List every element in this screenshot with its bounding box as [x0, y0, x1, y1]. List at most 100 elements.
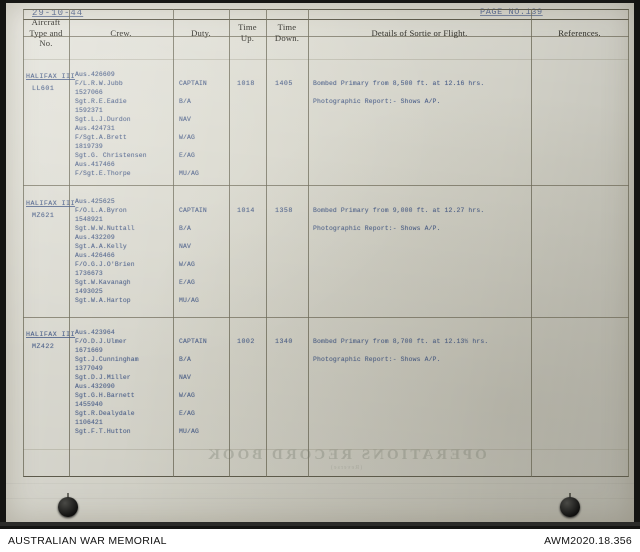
column-header-details: Details of Sortie or Flight. [308, 20, 531, 46]
crew-name: Sgt.A.A.Kelly [75, 243, 127, 250]
sortie-detail-line: Bombed Primary from 8,700 ft. at 12.13½ … [313, 338, 489, 345]
column-header-time-down: Time Down. [266, 20, 308, 46]
crew-duty: CAPTAIN [179, 207, 207, 214]
crew-service-no: 1671669 [75, 347, 103, 354]
grid-col-rule [173, 9, 174, 477]
crew-duty: NAV [179, 374, 191, 381]
crew-name: Sgt.J.Cunningham [75, 356, 139, 363]
crew-name: F/O.G.J.O'Brien [75, 261, 135, 268]
aircraft-type: HALIFAX III [26, 73, 76, 80]
time-down: 1358 [275, 207, 293, 214]
column-header-label: Time Up. [238, 22, 257, 43]
page-edge-right [634, 0, 640, 522]
crew-service-no: Aus.424731 [75, 125, 115, 132]
column-header-crew: Crew. [69, 20, 173, 46]
crew-service-no: 1377049 [75, 365, 103, 372]
crew-name: F/O.L.A.Byron [75, 207, 127, 214]
crew-name: Sgt.R.E.Eadie [75, 98, 127, 105]
crew-service-no: 1106421 [75, 419, 103, 426]
grid-block-rule-1 [23, 185, 629, 186]
grid-col-rule [628, 9, 629, 477]
column-header-label: References. [558, 27, 601, 38]
column-header-label: Duty. [191, 27, 211, 38]
page-edge-top [0, 0, 640, 3]
crew-service-no: Aus.425625 [75, 198, 115, 205]
archive-accession-number: AWM2020.18.356 [544, 534, 632, 547]
crew-duty: E/AG [179, 410, 195, 417]
aircraft-number: MZ621 [32, 212, 55, 219]
grid-col-rule [266, 9, 267, 477]
column-header-time-up: Time Up. [229, 20, 266, 46]
column-header-label: Crew. [110, 27, 132, 38]
crew-name: Sgt.W.W.Nuttall [75, 225, 135, 232]
crew-duty: B/A [179, 225, 191, 232]
column-header-label: Details of Sortie or Flight. [371, 27, 468, 38]
date-stamp: 29-10-44 [32, 8, 84, 18]
grid-col-rule [23, 9, 24, 477]
grid-col-rule [229, 9, 230, 477]
crew-duty: CAPTAIN [179, 338, 207, 345]
crew-name: F/O.D.J.Ulmer [75, 338, 127, 345]
crew-service-no: Aus.432090 [75, 383, 115, 390]
sortie-detail-line: Photographic Report:- Shows A/P. [313, 225, 441, 232]
crew-duty: NAV [179, 116, 191, 123]
crew-duty: E/AG [179, 152, 195, 159]
crew-service-no: Aus.432209 [75, 234, 115, 241]
crew-name: Sgt.G. Christensen [75, 152, 147, 159]
crew-name: Sgt.R.Dealydale [75, 410, 135, 417]
aircraft-number: LL601 [32, 85, 55, 92]
crew-name: Sgt.W.A.Hartop [75, 297, 131, 304]
grid-col-rule [69, 9, 70, 477]
time-up: 1014 [237, 207, 255, 214]
sortie-detail-line: Photographic Report:- Shows A/P. [313, 98, 441, 105]
crew-duty: CAPTAIN [179, 80, 207, 87]
grid-col-rule [308, 9, 309, 477]
time-down: 1405 [275, 80, 293, 87]
crew-service-no: 1736673 [75, 270, 103, 277]
crew-duty: B/A [179, 356, 191, 363]
aircraft-type: HALIFAX III [26, 331, 76, 338]
crew-duty: W/AG [179, 134, 195, 141]
crew-duty: MU/AG [179, 297, 199, 304]
grid-header-rule [23, 36, 629, 37]
header-rule [23, 19, 629, 20]
grid-block-rule-2 [23, 317, 629, 318]
archive-footer: AUSTRALIAN WAR MEMORIAL AWM2020.18.356 [0, 526, 640, 552]
sortie-detail-line: Bombed Primary from 8,500 ft. at 12.16 h… [313, 80, 485, 87]
crew-service-no: 1592371 [75, 107, 103, 114]
crew-duty: B/A [179, 98, 191, 105]
aircraft-type: HALIFAX III [26, 200, 76, 207]
grid-frame-bottom [23, 476, 629, 477]
crew-duty: E/AG [179, 279, 195, 286]
crew-duty: W/AG [179, 261, 195, 268]
column-header-label: Aircraft Type and No. [29, 16, 63, 49]
crew-duty: W/AG [179, 392, 195, 399]
crew-service-no: Aus.426609 [75, 71, 115, 78]
crew-service-no: 1548921 [75, 216, 103, 223]
crew-name: F/L.R.W.Jubb [75, 80, 123, 87]
grid-row-rule [23, 449, 629, 450]
grid-row-rule [23, 59, 629, 60]
crew-name: Sgt.G.H.Barnett [75, 392, 135, 399]
binding-stud-right [560, 497, 580, 517]
crew-duty: NAV [179, 243, 191, 250]
crew-service-no: 1455940 [75, 401, 103, 408]
crew-duty: MU/AG [179, 170, 199, 177]
time-up: 1002 [237, 338, 255, 345]
archive-institution: AUSTRALIAN WAR MEMORIAL [8, 534, 167, 547]
crew-name: Sgt.L.J.Durdon [75, 116, 131, 123]
page-edge-left [0, 0, 6, 522]
sortie-detail-line: Bombed Primary from 9,000 ft. at 12.27 h… [313, 207, 485, 214]
aircraft-number: MZ422 [32, 343, 55, 350]
crew-duty: MU/AG [179, 428, 199, 435]
page-number-stamp: PAGE NO.139 [480, 7, 543, 17]
sortie-detail-line: Photographic Report:- Shows A/P. [313, 356, 441, 363]
binding-stud-left [58, 497, 78, 517]
crew-name: Sgt.W.Kavanagh [75, 279, 131, 286]
crew-service-no: Aus.423964 [75, 329, 115, 336]
grid-col-rule [531, 9, 532, 477]
column-header-aircraft: Aircraft Type and No. [23, 16, 69, 49]
column-header-duty: Duty. [173, 20, 229, 46]
crew-service-no: Aus.417466 [75, 161, 115, 168]
